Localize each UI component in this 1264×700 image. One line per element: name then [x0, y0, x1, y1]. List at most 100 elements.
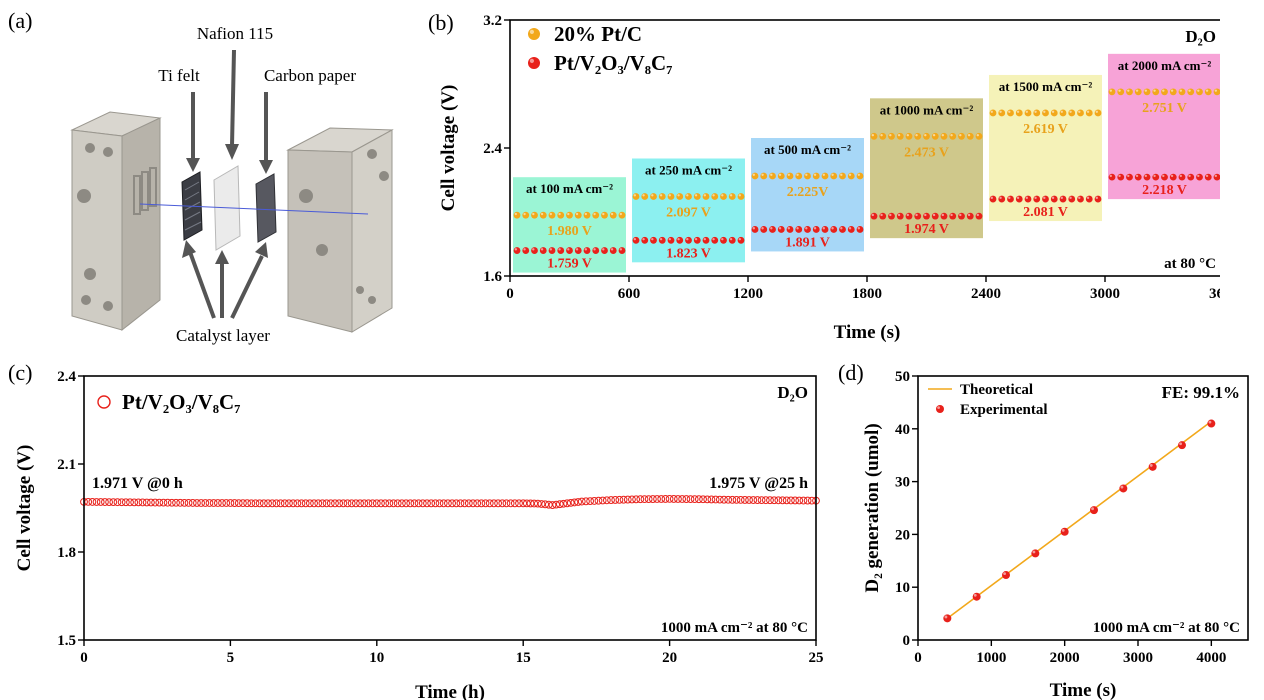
catalyst-point	[720, 237, 727, 244]
pt-c-point	[610, 212, 617, 219]
catalyst-point	[923, 213, 930, 220]
pt-c-point	[1016, 110, 1023, 117]
x-tick-label: 5	[227, 650, 235, 666]
x-tick-label: 600	[618, 286, 641, 302]
x-tick-label: 15	[516, 650, 531, 666]
electrolyzer-illustration	[0, 0, 420, 350]
y-tick-label: 10	[895, 580, 910, 596]
catalyst-value-label: 1.759 V	[547, 257, 592, 272]
x-tick-label: 20	[662, 650, 677, 666]
x-axis-title: Time (h)	[415, 682, 485, 700]
start-annotation: 1.971 V @0 h	[92, 475, 183, 492]
pt-c-point	[1060, 110, 1067, 117]
catalyst-point	[531, 247, 538, 254]
pt-c-point	[888, 133, 895, 140]
pt-c-value-label: 2.097 V	[666, 205, 711, 220]
y-tick-label: 1.5	[57, 633, 76, 649]
pt-c-point	[1196, 88, 1203, 95]
pt-c-point	[676, 193, 683, 200]
catalyst-point	[1068, 196, 1075, 203]
catalyst-point	[685, 237, 692, 244]
catalyst-point	[879, 213, 886, 220]
legend-label-experimental: Experimental	[960, 402, 1048, 418]
pt-c-point	[592, 212, 599, 219]
catalyst-point	[738, 237, 745, 244]
catalyst-point	[958, 213, 965, 220]
pt-c-point	[914, 133, 921, 140]
catalyst-point	[1007, 196, 1014, 203]
pt-c-point	[650, 193, 657, 200]
plot-frame	[84, 376, 816, 640]
pt-c-point	[941, 133, 948, 140]
x-tick-label: 3600	[1209, 286, 1220, 302]
experimental-point	[973, 593, 981, 601]
catalyst-point	[1170, 174, 1177, 181]
catalyst-point	[1016, 196, 1023, 203]
catalyst-point	[1126, 174, 1133, 181]
pt-c-point	[1205, 88, 1212, 95]
pt-c-point	[1077, 110, 1084, 117]
pt-c-point	[949, 133, 956, 140]
legend-marker-experimental	[936, 405, 944, 413]
pt-c-point	[685, 193, 692, 200]
pt-c-point	[584, 212, 591, 219]
catalyst-point	[601, 247, 608, 254]
x-tick-label: 2400	[971, 286, 1001, 302]
chart-d: 0 1000 2000 3000 400001020304050Time (s)D₂ g…	[830, 350, 1264, 700]
catalyst-point	[1196, 174, 1203, 181]
catalyst-point	[1144, 174, 1151, 181]
pt-c-point	[1126, 88, 1133, 95]
current-step-label: at 1000 mA cm⁻²	[880, 102, 974, 117]
y-tick-label: 2.1	[57, 457, 76, 473]
legend-marker	[98, 396, 110, 408]
legend-label-catalyst: Pt/V₂O₃/V₈C₇	[554, 51, 673, 75]
pt-c-point	[557, 212, 564, 219]
catalyst-point	[1187, 174, 1194, 181]
catalyst-point	[932, 213, 939, 220]
catalyst-point	[641, 237, 648, 244]
x-tick-label: 25	[809, 650, 824, 666]
catalyst-point	[633, 237, 640, 244]
pt-c-point	[1042, 110, 1049, 117]
catalyst-value-label: 1.891 V	[785, 235, 830, 250]
pt-c-point	[711, 193, 718, 200]
y-axis-title: Cell voltage (V)	[14, 445, 35, 572]
pt-c-point	[990, 110, 997, 117]
y-tick-label: 30	[895, 475, 910, 491]
x-tick-label: 0	[914, 650, 922, 666]
x-axis-title: Time (s)	[834, 322, 901, 343]
catalyst-point	[549, 247, 556, 254]
catalyst-point	[1077, 196, 1084, 203]
pt-c-point	[1135, 88, 1142, 95]
bottom-right-label: 1000 mA cm⁻² at 80 °C	[661, 620, 808, 636]
catalyst-point	[592, 247, 599, 254]
y-axis-title: Cell voltage (V)	[438, 85, 459, 212]
pt-c-point	[738, 193, 745, 200]
catalyst-point	[998, 196, 1005, 203]
panel-a: (a) Nafion 115 Ti felt Carbon paper Cata…	[0, 0, 420, 350]
panel-label: (d)	[838, 360, 864, 385]
top-right-label: D₂O	[777, 383, 808, 402]
catalyst-point	[729, 237, 736, 244]
pt-c-point	[857, 173, 864, 180]
y-tick-label: 2.4	[57, 369, 76, 385]
bottom-right-label: 1000 mA cm⁻² at 80 °C	[1093, 620, 1240, 636]
catalyst-point	[1109, 174, 1116, 181]
pt-c-point	[923, 133, 930, 140]
top-right-label: D₂O	[1185, 27, 1216, 46]
pt-c-point	[720, 193, 727, 200]
pt-c-point	[1152, 88, 1159, 95]
pt-c-point	[575, 212, 582, 219]
catalyst-point	[830, 226, 837, 233]
catalyst-point	[575, 247, 582, 254]
pt-c-point	[848, 173, 855, 180]
pt-c-point	[1095, 110, 1102, 117]
pt-c-point	[1144, 88, 1151, 95]
catalyst-point	[694, 237, 701, 244]
catalyst-point	[848, 226, 855, 233]
pt-c-point	[1161, 88, 1168, 95]
pt-c-point	[633, 193, 640, 200]
pt-c-point	[906, 133, 913, 140]
catalyst-point	[1205, 174, 1212, 181]
catalyst-point	[888, 213, 895, 220]
